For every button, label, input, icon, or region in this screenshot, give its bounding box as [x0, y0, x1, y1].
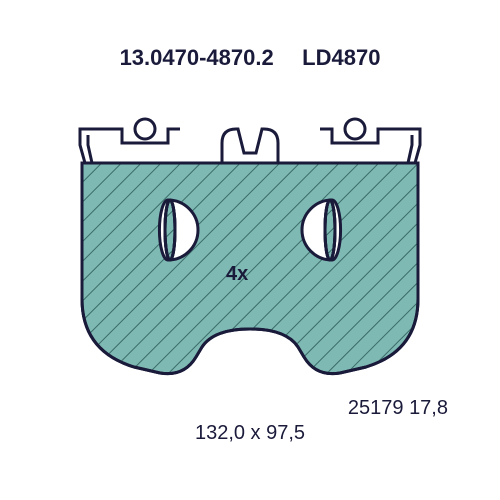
quantity-label: 4x: [226, 263, 248, 285]
brake-pad-diagram: 4x: [50, 115, 450, 395]
dimensions-label: 132,0 x 97,5: [0, 422, 500, 445]
part-number: 13.0470-4870.2: [120, 45, 274, 70]
title-bar: 13.0470-4870.2 LD4870: [0, 0, 500, 71]
right-code-label: 25179 17,8: [348, 397, 448, 420]
part-code: LD4870: [302, 45, 380, 70]
